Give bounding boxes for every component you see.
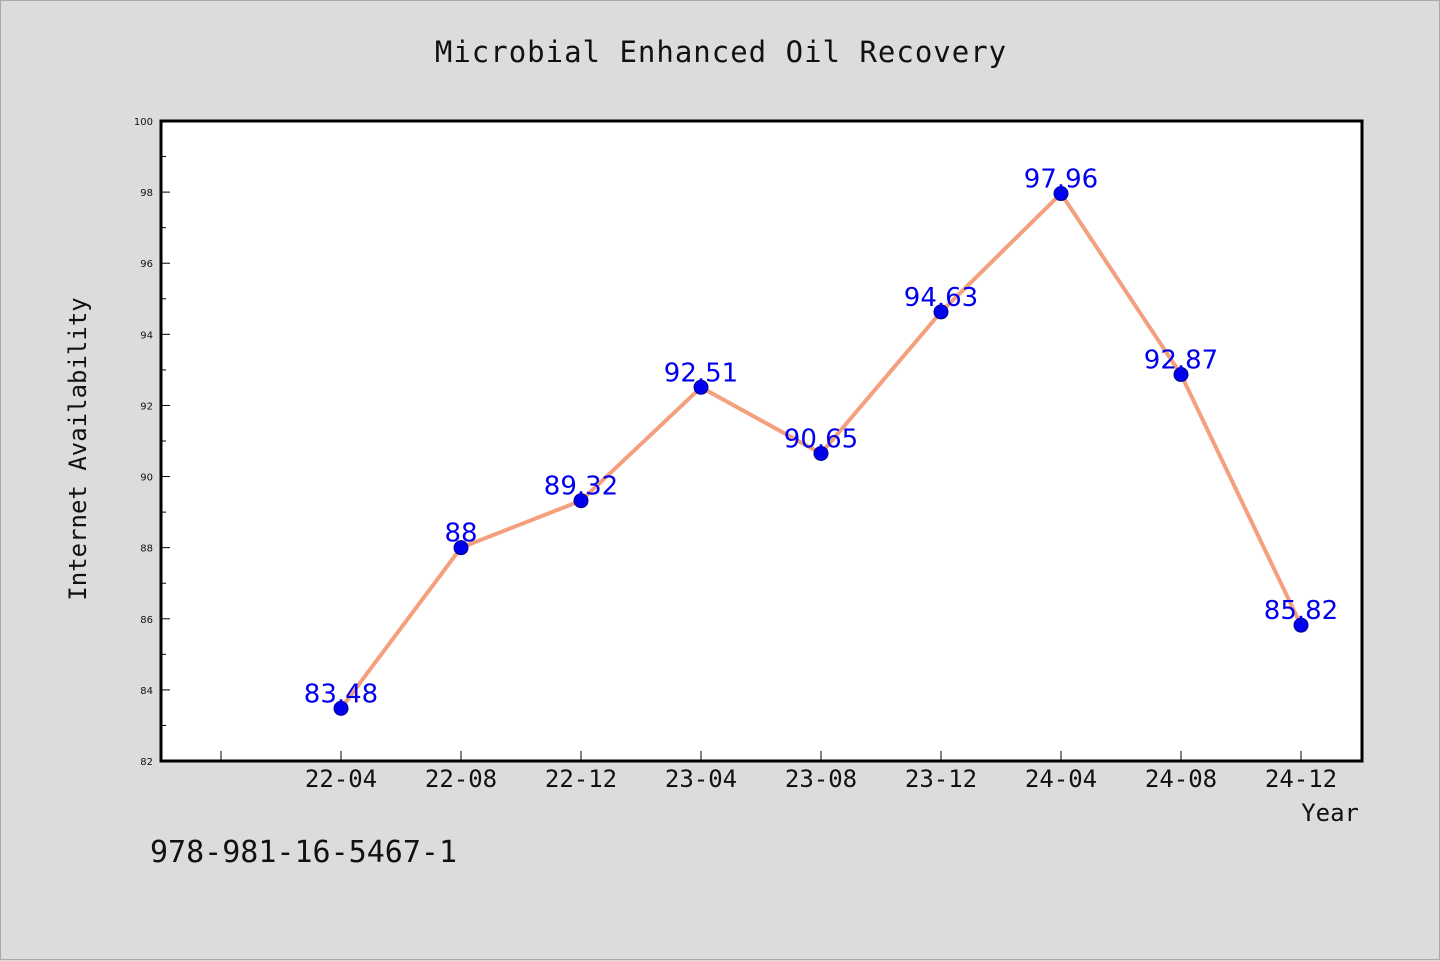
y-tick-label: 100: [134, 117, 153, 128]
footnote-isbn: 978-981-16-5467-1: [150, 835, 458, 870]
data-point: [1293, 617, 1309, 633]
data-labels: 83.48 88 89.32 92.51 90.65 94.63 97.96 92.87 85.…: [304, 165, 1338, 710]
x-tick-label: 24-12: [1265, 765, 1337, 793]
x-axis-title: Year: [1301, 799, 1359, 827]
y-tick-label: 90: [140, 473, 153, 484]
data-label: 92.51: [664, 358, 738, 388]
x-tick-label: 23-12: [905, 765, 977, 793]
x-tick-label: 22-12: [545, 765, 617, 793]
y-axis: 82 84 86 88 90 92 94 96 98 100: [134, 117, 170, 768]
y-axis-title: Internet Availability: [64, 297, 92, 600]
data-point: [333, 700, 349, 716]
data-label: 88: [444, 519, 477, 549]
data-point: [693, 379, 709, 395]
data-label: 92.87: [1144, 346, 1218, 376]
y-tick-label: 82: [140, 757, 153, 768]
chart-title: Microbial Enhanced Oil Recovery: [434, 35, 1008, 69]
data-label: 97.96: [1024, 165, 1098, 195]
y-tick-label: 96: [140, 259, 153, 270]
data-point: [573, 493, 589, 509]
data-label: 89.32: [544, 472, 618, 502]
data-point: [1173, 367, 1189, 383]
y-tick-label: 88: [140, 544, 153, 555]
data-label: 90.65: [784, 424, 858, 454]
data-point: [933, 304, 949, 320]
data-label: 85.82: [1264, 596, 1338, 626]
y-tick-label: 94: [140, 330, 153, 341]
data-markers: [333, 186, 1309, 716]
y-tick-label: 92: [140, 401, 153, 412]
y-tick-label: 84: [140, 686, 153, 697]
data-label: 83.48: [304, 679, 378, 709]
x-tick-label: 23-04: [665, 765, 737, 793]
x-axis: 22-04 22-08 22-12 23-04 23-08 23-12 24-04 24-08…: [220, 751, 1337, 793]
data-point: [813, 445, 829, 461]
x-tick-label: 24-04: [1025, 765, 1097, 793]
plot-area: [159, 119, 1364, 763]
x-tick-label: 22-04: [305, 765, 377, 793]
x-tick-label: 22-08: [425, 765, 497, 793]
data-point: [1053, 186, 1069, 202]
x-tick-label: 23-08: [785, 765, 857, 793]
x-tick-label: 24-08: [1145, 765, 1217, 793]
y-tick-label: 98: [140, 188, 153, 199]
data-label: 94.63: [904, 283, 978, 313]
y-tick-label: 86: [140, 615, 153, 626]
data-point: [453, 540, 469, 556]
